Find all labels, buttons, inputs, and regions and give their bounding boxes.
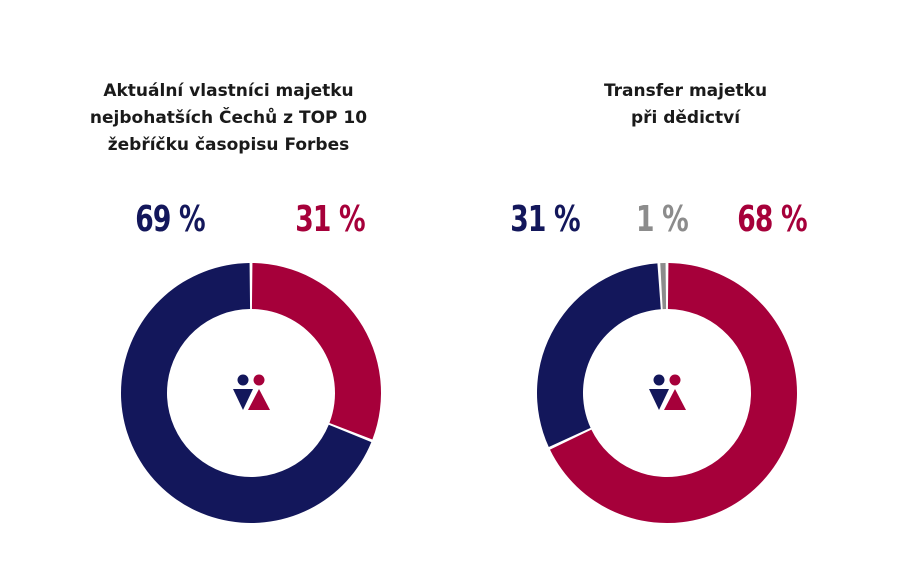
donut-slice-68 [549, 263, 797, 524]
pct-label-crimson: 68 % [737, 199, 807, 240]
donut-slice-31 [251, 263, 382, 440]
donut-slice-31 [537, 263, 661, 448]
male-female-icon [233, 374, 270, 410]
donut-slice-69 [120, 263, 372, 524]
chart-title: Aktuální vlastníci majetku nejbohatších … [89, 81, 368, 155]
male-female-icon [649, 374, 686, 410]
pct-label-navy: 31 % [510, 199, 580, 240]
chart-owners: Aktuální vlastníci majetku nejbohatších … [89, 81, 382, 524]
chart-inheritance: Transfer majetku při dědictví 31 % 1 % 6… [457, 0, 914, 582]
pct-label-crimson: 31 % [295, 199, 365, 240]
donut-slice-1 [660, 263, 667, 310]
chart-title: Transfer majetku při dědictví [603, 81, 768, 128]
pct-label-gray: 1 % [636, 199, 689, 240]
donut-chart [537, 263, 797, 524]
donut-chart [120, 263, 382, 524]
pct-label-navy: 69 % [135, 199, 205, 240]
